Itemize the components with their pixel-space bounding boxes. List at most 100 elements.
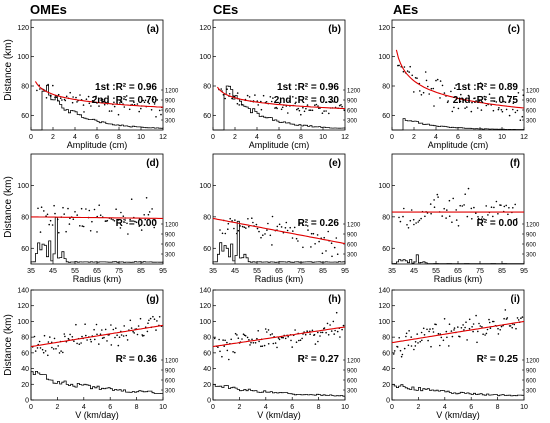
data-point [51,346,53,349]
data-point [463,204,465,206]
data-point [397,64,399,67]
data-point [144,99,147,102]
data-point [247,218,249,220]
data-point [505,318,508,320]
data-point [301,337,303,340]
x-tick-label: 85 [137,268,145,275]
data-point [419,90,421,92]
data-point [148,211,151,213]
data-point [262,234,264,236]
r2-annotation: R² = 0.26 [298,218,340,229]
data-point [506,317,509,319]
data-point [493,320,495,323]
data-point [224,339,226,342]
fit-line [212,217,346,245]
data-point [476,107,479,109]
x-tick-label: 35 [27,268,35,275]
data-point [139,317,142,320]
data-point [106,340,108,342]
data-point [272,342,275,345]
data-point [81,225,84,227]
data-point [448,323,451,326]
data-point [122,335,125,337]
data-point [468,97,470,99]
y-tick-label: 100 [17,183,29,190]
data-point [71,336,74,338]
x-tick-label: 0 [390,404,394,411]
data-point [101,337,104,340]
data-point [80,207,83,210]
r2-annotation: 1st :R² = 0.96 [277,82,339,93]
data-point [226,349,229,352]
data-point [493,100,496,103]
data-point [490,206,493,208]
data-point [128,108,131,111]
data-point [140,229,143,231]
data-point [266,229,268,231]
x-tick-label: 10 [137,134,145,141]
y-tick-label: 0 [25,398,29,405]
data-point [251,338,253,341]
x-tick-label: 0 [29,404,33,411]
data-point [286,229,289,232]
x-tick-label: 45 [49,268,57,275]
data-point [133,101,135,103]
data-point [418,219,421,222]
y-tick-label: 60 [382,113,390,120]
data-point [55,96,58,98]
x-tick-label: 75 [115,268,123,275]
x-axis-label: Amplitude (cm) [67,140,128,150]
data-point [221,232,224,235]
data-point [341,105,343,108]
plot-frame [212,153,346,265]
x-tick-label: 2 [233,134,237,141]
data-point [340,104,342,106]
x-axis-label: V (km/day) [436,410,480,420]
panel-label: (b) [328,24,341,35]
x-tick-label: 2 [412,134,416,141]
data-point [507,95,509,97]
data-point [86,339,88,341]
data-point [280,108,283,111]
data-point [398,64,400,67]
data-point [503,317,505,320]
plot-frame [30,19,164,131]
data-point [50,94,52,97]
data-point [299,222,301,225]
data-point [433,199,435,201]
data-point [158,316,161,318]
y-tick-label: 40 [21,366,29,373]
x-tick-label: 55 [71,268,79,275]
data-point [61,99,63,101]
data-point [338,104,341,107]
data-point [315,103,318,106]
data-point [402,215,404,218]
data-point [261,345,264,348]
data-point [514,111,517,114]
data-point [39,347,42,349]
data-point [271,244,273,246]
data-point [149,317,152,320]
data-point [276,346,278,349]
data-point [446,101,449,104]
count-tick-label: 1200 [526,223,540,229]
data-point [267,343,270,345]
r2-annotation: 2nd :R² = 0.75 [453,95,519,106]
data-point [54,96,56,99]
data-point [492,109,495,112]
data-point [281,336,283,339]
plot-frame [391,153,525,265]
data-point [342,324,345,327]
x-tick-label: 10 [341,404,349,411]
data-point [422,91,425,94]
count-tick-label: 900 [347,369,358,375]
data-point [480,109,483,111]
data-point [265,101,268,103]
data-point [118,336,121,339]
data-point [497,213,499,215]
data-point [470,207,473,210]
y-tick-label: 100 [199,54,211,61]
data-point [85,208,87,210]
data-point [98,204,100,206]
data-point [414,77,417,79]
